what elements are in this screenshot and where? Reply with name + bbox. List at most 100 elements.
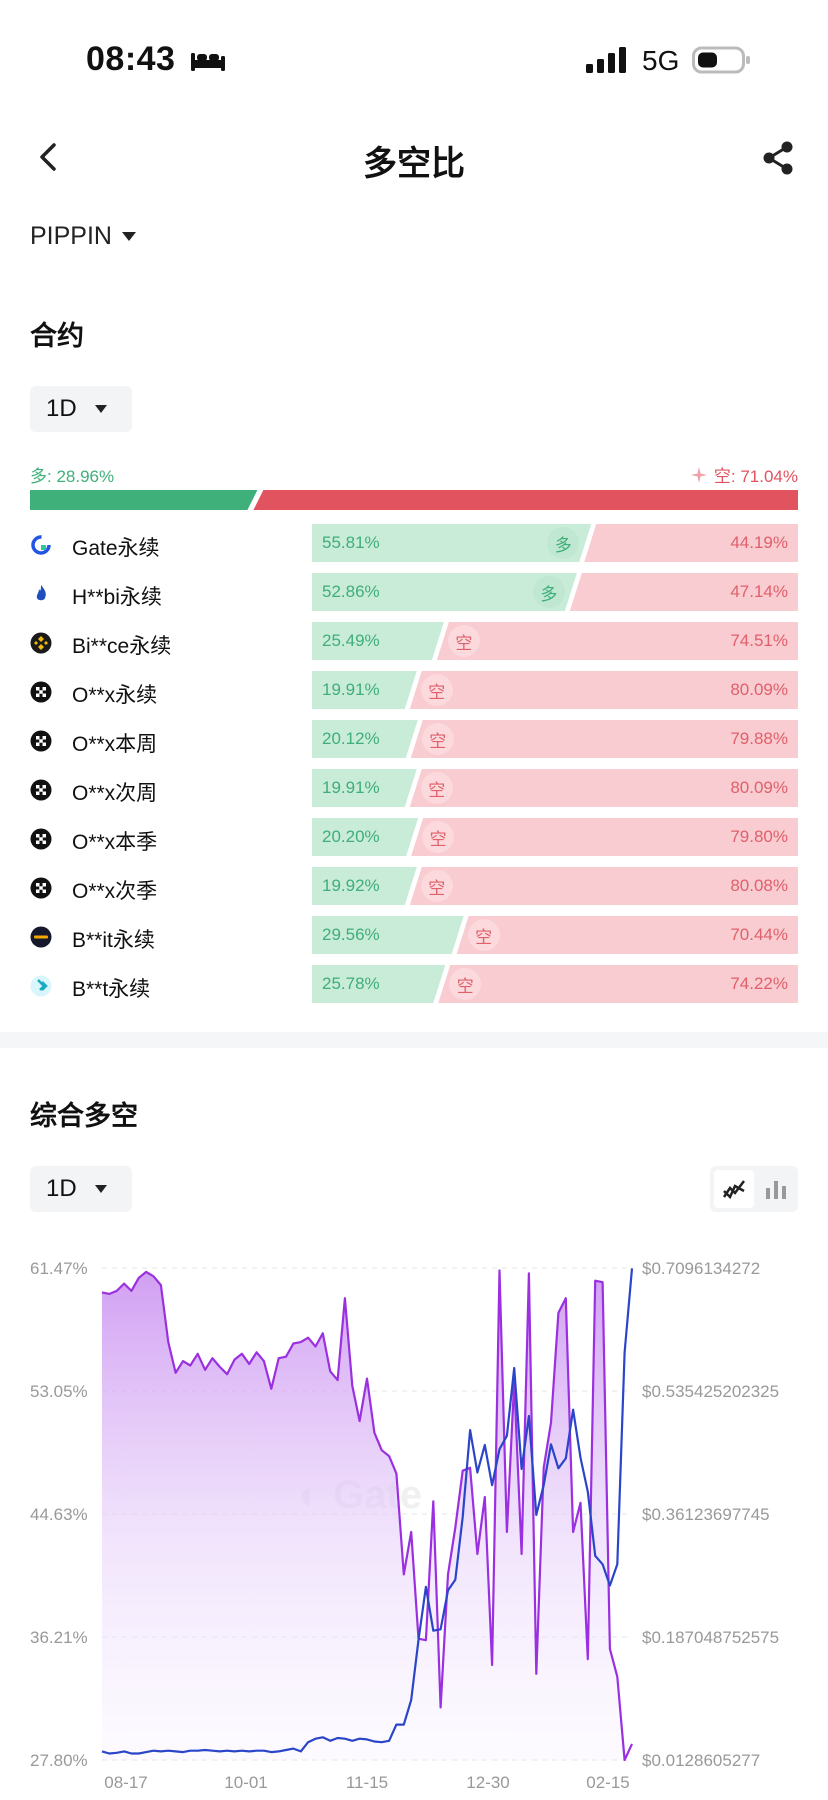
short-segment bbox=[409, 867, 798, 905]
long-dominant-tag: 多 bbox=[532, 576, 565, 608]
short-percent: 79.88% bbox=[730, 729, 788, 748]
exchange-name: O**x次周 bbox=[72, 782, 158, 805]
exchange-ratio-segments bbox=[312, 573, 798, 611]
long-segment bbox=[312, 916, 464, 954]
long-percent: 29.56% bbox=[322, 925, 380, 944]
exchange-name: O**x本周 bbox=[72, 733, 158, 756]
exchange-ratio-segments bbox=[312, 720, 798, 758]
short-segment bbox=[410, 720, 798, 758]
short-segment bbox=[436, 622, 798, 660]
long-percent: 52.86% bbox=[322, 582, 380, 601]
exchange-ratio-segments bbox=[312, 867, 798, 905]
exchange-ratio-segments bbox=[312, 916, 798, 954]
ratio-area bbox=[102, 1270, 632, 1760]
long-dominant-tag: 多 bbox=[547, 527, 580, 559]
exchange-row: B**t永续 25.78% 74.22% 空 bbox=[0, 965, 828, 1005]
exchange-ratio-bar: 25.78% 74.22% 空 bbox=[312, 965, 798, 1003]
long-segment bbox=[312, 671, 417, 709]
short-percent: 80.08% bbox=[730, 876, 788, 895]
exchange-ratio-bar: 20.12% 79.88% 空 bbox=[312, 720, 798, 758]
network-type: 5G bbox=[642, 45, 680, 76]
status-time: 08:43 bbox=[86, 40, 176, 78]
exchange-ratio-segments bbox=[312, 524, 798, 562]
composite-period-selector[interactable]: 1D bbox=[30, 1166, 132, 1212]
short-dominant-tag: 空 bbox=[467, 919, 500, 951]
back-icon[interactable] bbox=[34, 140, 64, 174]
long-segment bbox=[312, 524, 592, 562]
exchange-name: B**t永续 bbox=[72, 978, 151, 1001]
exchange-row: B**it永续 29.56% 70.44% 空 bbox=[0, 916, 828, 956]
page-title: 多空比 bbox=[363, 145, 465, 183]
battery-icon bbox=[692, 46, 750, 74]
overall-long-segment bbox=[30, 490, 258, 510]
exchange-row: O**x次周 19.91% 80.09% 空 bbox=[0, 769, 828, 809]
short-percent: 70.44% bbox=[730, 925, 788, 944]
x-axis-tick: 08-17 bbox=[104, 1773, 147, 1792]
exchange-row: O**x本周 20.12% 79.88% 空 bbox=[0, 720, 828, 760]
okx-icon bbox=[30, 730, 52, 752]
composite-section-title: 综合多空 bbox=[30, 1101, 138, 1131]
composite-ratio-chart: 61.47% $0.7096134272 53.05% $0.535425202325… bbox=[30, 1259, 779, 1792]
overall-short-segment bbox=[253, 490, 798, 510]
left-axis-tick: 36.21% bbox=[30, 1628, 88, 1647]
contract-period-selector[interactable]: 1D bbox=[30, 386, 132, 432]
exchange-ratio-bar: 19.91% 80.09% 空 bbox=[312, 769, 798, 807]
right-axis-tick: $0.535425202325 bbox=[642, 1382, 779, 1401]
short-dominant-tag: 空 bbox=[420, 870, 453, 902]
okx-icon bbox=[30, 877, 52, 899]
long-percent: 55.81% bbox=[322, 533, 380, 552]
overall-short-wrap: 空: 71.04% bbox=[690, 462, 798, 487]
left-axis-tick: 53.05% bbox=[30, 1382, 88, 1401]
line-chart-toggle[interactable] bbox=[714, 1170, 754, 1208]
line-chart-icon bbox=[722, 1180, 745, 1200]
exchange-name: H**bi永续 bbox=[72, 586, 162, 609]
exchange-name: B**it永续 bbox=[72, 929, 155, 952]
overall-long-label: 多: 28.96% bbox=[30, 467, 115, 486]
share-icon[interactable] bbox=[760, 140, 796, 176]
contract-section-title: 合约 bbox=[30, 321, 84, 351]
left-axis-tick: 44.63% bbox=[30, 1505, 88, 1524]
long-segment bbox=[312, 622, 444, 660]
exchange-name: O**x本季 bbox=[72, 831, 158, 854]
bar-chart-toggle[interactable] bbox=[756, 1170, 796, 1208]
exchange-row: H**bi永续 52.86% 47.14% 多 bbox=[0, 573, 828, 613]
long-percent: 25.78% bbox=[322, 974, 380, 993]
sleep-focus-icon bbox=[191, 53, 225, 71]
short-segment bbox=[456, 916, 798, 954]
exchange-ratio-bar: 20.20% 79.80% 空 bbox=[312, 818, 798, 856]
exchange-row: O**x永续 19.91% 80.09% 空 bbox=[0, 671, 828, 711]
x-axis-tick: 11-15 bbox=[346, 1773, 388, 1792]
short-percent: 80.09% bbox=[730, 680, 788, 699]
period-label: 1D bbox=[46, 1175, 77, 1202]
coin-selector[interactable]: PIPPIN bbox=[30, 222, 136, 251]
exchange-row: Gate永续 55.81% 44.19% 多 bbox=[0, 524, 828, 564]
exchange-name: Gate永续 bbox=[72, 537, 160, 560]
gate-icon bbox=[30, 534, 52, 556]
short-segment bbox=[409, 769, 798, 807]
long-segment bbox=[312, 720, 418, 758]
exchange-ratio-segments bbox=[312, 965, 798, 1003]
bar-chart-icon bbox=[766, 1181, 786, 1199]
bitget-icon bbox=[30, 975, 52, 997]
sparkle-icon bbox=[690, 466, 707, 483]
exchange-ratio-segments bbox=[312, 622, 798, 660]
short-percent: 74.51% bbox=[730, 631, 788, 650]
x-axis-tick: 12-30 bbox=[466, 1773, 509, 1792]
exchange-ratio-bar: 52.86% 47.14% 多 bbox=[312, 573, 798, 611]
exchange-name: Bi**ce永续 bbox=[72, 635, 172, 658]
short-dominant-tag: 空 bbox=[422, 821, 455, 853]
exchange-row: O**x次季 19.92% 80.08% 空 bbox=[0, 867, 828, 907]
dropdown-arrow-icon bbox=[94, 1185, 107, 1193]
short-dominant-tag: 空 bbox=[420, 674, 453, 706]
binance-icon bbox=[30, 632, 52, 654]
right-axis-tick: $0.0128605277 bbox=[642, 1751, 760, 1770]
bybit-icon bbox=[30, 926, 52, 948]
exchange-name: O**x次季 bbox=[72, 880, 158, 903]
overall-short-label: 空: 71.04% bbox=[713, 467, 798, 486]
x-axis-tick: 02-15 bbox=[586, 1773, 629, 1792]
short-dominant-tag: 空 bbox=[421, 723, 454, 755]
long-segment bbox=[312, 965, 446, 1003]
okx-icon bbox=[30, 681, 52, 703]
exchange-ratio-bar: 25.49% 74.51% 空 bbox=[312, 622, 798, 660]
short-percent: 74.22% bbox=[730, 974, 788, 993]
